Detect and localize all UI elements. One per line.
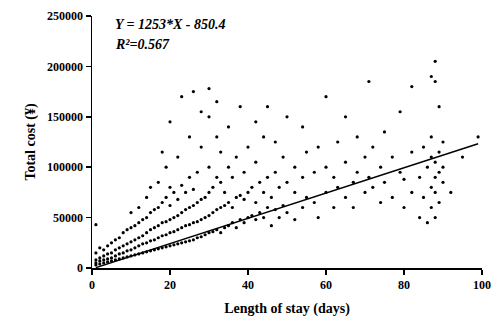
svg-text:Length of stay (days): Length of stay (days): [224, 301, 350, 317]
svg-text:50000: 50000: [53, 211, 83, 225]
svg-text:40: 40: [242, 278, 254, 292]
svg-text:R²=0.567: R²=0.567: [115, 37, 170, 52]
svg-text:200000: 200000: [47, 60, 83, 74]
svg-text:0: 0: [89, 278, 95, 292]
svg-text:80: 80: [398, 278, 410, 292]
svg-text:Y = 1253*X - 850.4: Y = 1253*X - 850.4: [115, 17, 226, 32]
svg-text:150000: 150000: [47, 110, 83, 124]
svg-text:0: 0: [77, 261, 83, 275]
svg-text:250000: 250000: [47, 9, 83, 23]
svg-text:60: 60: [320, 278, 332, 292]
svg-text:100000: 100000: [47, 160, 83, 174]
svg-text:20: 20: [164, 278, 176, 292]
svg-text:100: 100: [473, 278, 491, 292]
svg-text:Total cost (¥): Total cost (¥): [23, 103, 39, 181]
